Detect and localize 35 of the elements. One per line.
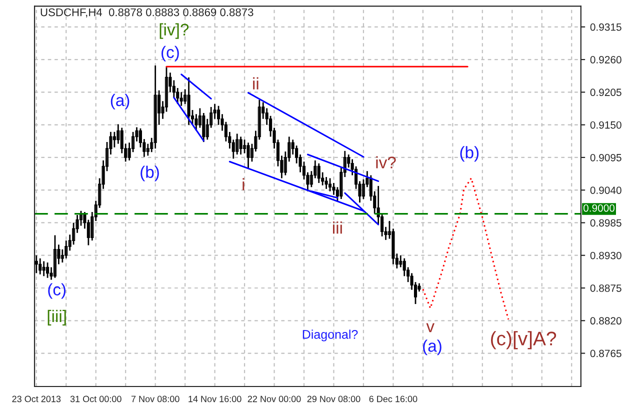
- x-tick-label: 6 Dec 16:00: [369, 396, 418, 402]
- annotation: Diagonal?: [302, 330, 358, 342]
- annotation: [iv]?: [160, 23, 189, 39]
- chart-title: USDCHF,H4 0.8878 0.8883 0.8869 0.8873: [40, 8, 254, 18]
- annotation: iv?: [376, 156, 396, 168]
- y-tick-label: 0.8820: [590, 317, 622, 325]
- y-tick-label: 0.9040: [590, 186, 622, 194]
- annotation: ii: [253, 77, 258, 90]
- x-tick-label: 22 Nov 00:00: [248, 396, 301, 402]
- y-tick-label: 0.9205: [590, 88, 622, 96]
- annotation: (a): [423, 340, 442, 356]
- annotation: (b): [460, 146, 479, 162]
- x-tick-label: 14 Nov 16:00: [188, 396, 242, 402]
- y-tick-label: 0.9095: [590, 154, 622, 162]
- y-tick-label: 0.9260: [590, 56, 622, 64]
- y-tick-label: 0.8930: [590, 252, 622, 260]
- annotation: i: [242, 178, 244, 190]
- annotation: (b): [140, 166, 159, 182]
- x-tick-label: 31 Oct 00:00: [70, 396, 122, 402]
- y-tick-label: 0.8985: [590, 219, 622, 227]
- annotation: (c)[v]A?: [491, 331, 556, 350]
- y-tick-label: 0.9150: [590, 121, 622, 129]
- y-tick-label: 0.8875: [590, 284, 622, 292]
- annotation: (c): [162, 46, 179, 62]
- annotation: (c): [48, 283, 66, 299]
- annotation: (a): [110, 94, 130, 110]
- y-tick-label: 0.9315: [590, 23, 622, 31]
- y-tick-label: 0.8765: [590, 350, 622, 358]
- annotation: [iii]: [48, 310, 66, 326]
- x-tick-label: 7 Nov 08:00: [131, 396, 180, 402]
- x-tick-label: 23 Oct 2013: [12, 396, 61, 402]
- ref-line-label: 0.9000: [583, 204, 615, 212]
- x-tick-label: 29 Nov 08:00: [307, 396, 360, 402]
- annotation: v: [426, 323, 434, 332]
- annotation: iii: [333, 221, 342, 234]
